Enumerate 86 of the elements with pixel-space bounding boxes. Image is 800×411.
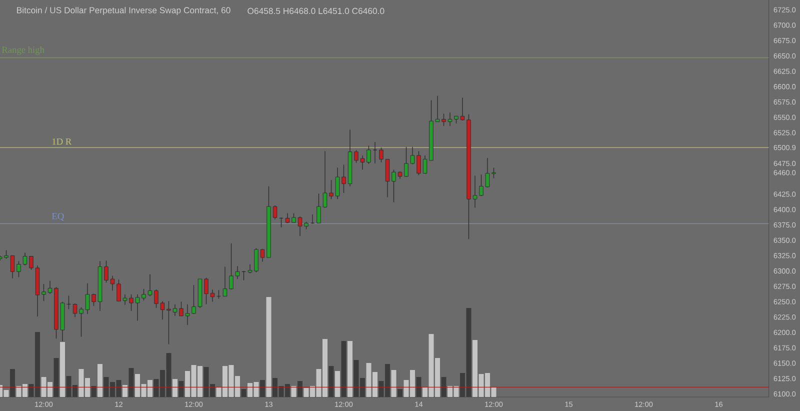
candlestick [222,266,228,297]
bar [241,389,246,397]
candlestick [448,112,452,126]
candlestick [379,147,384,163]
bar [398,389,403,397]
candlestick [110,276,115,292]
bar [341,341,346,397]
ref-line-label: 1D R [52,138,72,145]
candlestick [248,264,252,274]
candlestick [479,174,484,196]
candlestick [210,289,215,302]
candlestick [472,175,478,208]
candlestick [360,155,365,170]
bar [348,341,353,397]
candlestick [385,158,390,198]
bar [441,377,446,397]
bar [335,371,340,397]
candlestick [485,158,490,188]
bar [172,379,178,397]
bar [54,358,59,397]
candlestick [342,164,346,194]
candlestick [322,150,328,208]
candlestick [335,167,340,200]
candlestick [416,150,421,176]
bar [10,369,15,397]
candlestick [48,280,52,294]
bar [91,386,96,397]
candlestick [204,277,208,305]
candlestick [492,167,496,179]
bar [266,297,272,397]
candlestick [85,282,90,314]
candlestick [404,146,408,178]
bar [416,377,422,397]
bar [98,364,103,397]
candlestick [79,306,84,338]
bar [60,342,66,397]
candlestick [410,146,415,164]
candlestick [142,288,146,301]
candlestick [192,284,196,314]
candlestick [354,150,358,164]
candlestick [316,193,321,224]
candlestick [10,255,15,279]
candlestick [16,260,21,278]
candlestick [122,294,128,306]
annotation: O6458.5 H6468.0 L6451.0 C6460.0 [248,8,384,14]
candlestick [104,260,108,284]
bar [391,370,396,397]
candlestick [460,97,465,121]
candlestick [435,96,440,122]
candlestick [154,289,158,308]
candlestick [22,252,28,266]
bar [122,385,128,397]
candlestick [260,248,265,262]
candlestick [329,180,334,200]
candlestick [42,284,46,302]
candlestick [292,212,296,223]
candlestick [29,256,34,270]
candlestick [366,145,371,164]
bar [328,366,334,397]
candlestick [179,301,184,316]
candlestick [229,243,234,290]
candlestick [298,216,302,236]
candlestick [148,274,152,297]
candlestick [160,300,165,320]
candlestick [135,294,140,322]
bar [178,381,184,397]
candlestick [92,293,96,306]
candlestick [442,113,446,126]
candlestick [392,169,396,203]
candlestick [185,304,190,326]
bar [260,380,266,397]
ref-line-label: EQ [52,213,64,221]
candlestick [129,294,134,312]
bar [291,386,296,397]
candlestick [172,304,178,316]
candlestick [272,204,278,220]
candlestick [166,300,171,344]
bar [298,381,303,397]
candlestick [254,248,258,273]
candlestick [116,279,121,302]
bar [128,368,134,397]
candlestick [372,142,378,164]
text: Bitcoin / US Dollar Perpetual Inverse Swap Contract, 60 [17,6,230,16]
candlestick [235,266,240,280]
candlestick [72,303,78,318]
candlestick [422,155,428,174]
